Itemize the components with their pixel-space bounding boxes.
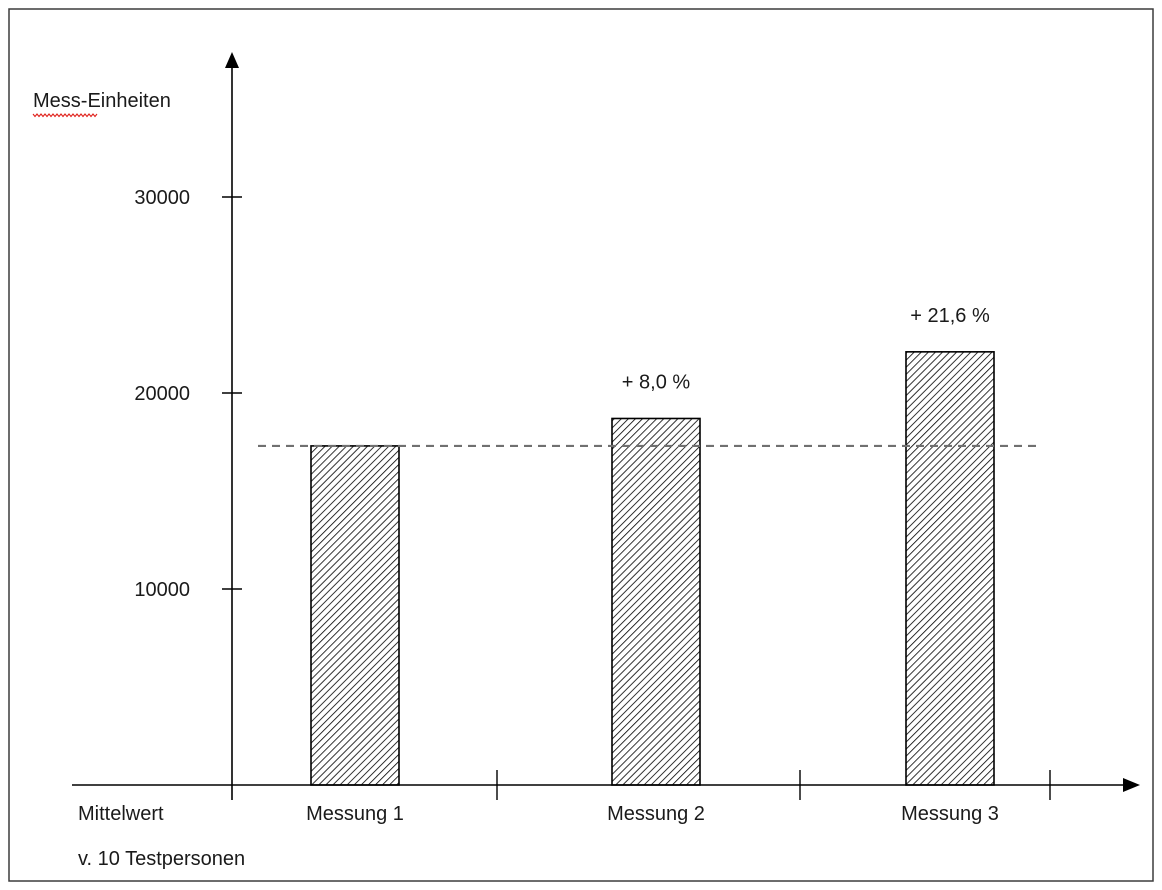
bar [310, 445, 400, 786]
bar [905, 351, 995, 786]
data-label: + 8,0 % [622, 371, 691, 393]
y-axis-arrowhead [225, 52, 239, 68]
x-origin-sublabel: v. 10 Testpersonen [78, 848, 245, 870]
category-label: Messung 3 [901, 803, 999, 825]
data-label: + 21,6 % [910, 305, 990, 327]
x-origin-label: Mittelwert [78, 803, 164, 825]
category-label: Messung 2 [607, 803, 705, 825]
y-tick-label: 20000 [134, 383, 190, 405]
spellcheck-underline [32, 113, 98, 118]
chart-marks: 10000 20000 30000 Messung 1 Messung 2 + 8,0 %… [134, 187, 1040, 825]
bar [611, 417, 701, 786]
y-axis-label: Mess-Einheiten [33, 90, 171, 112]
y-tick-label: 10000 [134, 579, 190, 601]
y-tick-label: 30000 [134, 187, 190, 209]
category-label: Messung 1 [306, 803, 404, 825]
x-axis-arrowhead [1123, 778, 1140, 792]
